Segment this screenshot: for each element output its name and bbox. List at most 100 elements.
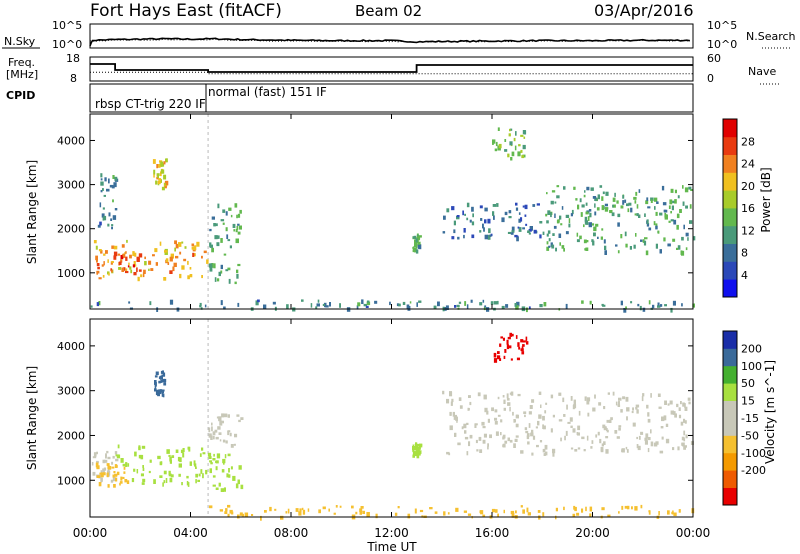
power-cell [123, 267, 126, 271]
velocity-cell [417, 443, 420, 447]
power-cell [129, 266, 132, 270]
velocity-cell [569, 417, 573, 422]
power-cell [617, 222, 620, 227]
velocity-cell [123, 466, 126, 470]
power-cell [556, 195, 560, 199]
velocity-cell [287, 508, 290, 514]
power-cell [237, 302, 240, 307]
power-cell [647, 206, 651, 209]
velocity-cell [502, 434, 506, 439]
velocity-cell [506, 398, 510, 401]
velocity-cell [563, 506, 565, 511]
time-tick-label: 16:00 [475, 526, 510, 540]
velocity-cell [412, 448, 415, 453]
velocity-cell [572, 428, 576, 433]
power-cell [565, 214, 570, 218]
power-cell [471, 221, 475, 226]
velocity-cell [161, 392, 164, 397]
velocity-cell [114, 451, 118, 455]
power-cell [189, 274, 193, 278]
velocity-cell [140, 454, 144, 460]
power-cell [103, 253, 106, 256]
power-cell [96, 256, 98, 262]
power-cell [157, 164, 161, 168]
power-cell [124, 251, 126, 255]
velocity-cell [195, 466, 197, 469]
velocity-cell [264, 510, 267, 513]
power-cell [233, 229, 235, 232]
power-cell [583, 239, 587, 244]
velocity-cell [443, 511, 446, 516]
power-cell [654, 206, 656, 210]
velocity-cell [94, 452, 97, 456]
power-cell [563, 248, 565, 252]
power-cell [501, 305, 505, 310]
power-cell [671, 205, 674, 211]
velocity-colorbar-label: Velocity [m s^-1] [763, 360, 777, 464]
velocity-cell [624, 505, 628, 509]
power-cell [111, 270, 113, 273]
velocity-cell [574, 449, 578, 452]
power-cell [655, 225, 658, 230]
power-cell [560, 223, 563, 226]
power-cell [510, 157, 513, 161]
power-cell [561, 206, 564, 210]
velocity-cell [463, 510, 467, 513]
velocity-cell [301, 507, 304, 511]
velocity-ytick-label: 3000 [57, 385, 85, 398]
velocity-cell [322, 506, 326, 510]
power-cell [548, 238, 551, 242]
power-cell [157, 175, 159, 178]
power-cell [412, 236, 416, 239]
noise-left-tick-bottom: 10^0 [52, 38, 82, 51]
power-cell [206, 259, 209, 264]
power-cell [315, 306, 318, 310]
velocity-cell [212, 431, 216, 436]
power-cell [112, 199, 114, 203]
power-cell [532, 204, 536, 207]
velocity-cell [510, 358, 513, 361]
power-cell [505, 304, 509, 308]
power-cell [129, 254, 132, 259]
velocity-cell [239, 512, 243, 516]
power-cell [163, 277, 167, 281]
power-cell [625, 306, 627, 309]
power-cell [209, 244, 213, 248]
velocity-cell [211, 422, 213, 426]
power-cell [604, 245, 607, 250]
velocity-cell [467, 408, 470, 411]
power-cell [466, 217, 469, 221]
velocity-cell [429, 507, 433, 510]
velocity-cell [682, 402, 685, 407]
velocity-cell [240, 417, 244, 420]
velocity-cell [418, 443, 423, 447]
power-cell [101, 213, 105, 218]
velocity-cell [618, 427, 621, 431]
power-cell [484, 305, 487, 308]
power-cell [517, 151, 521, 157]
velocity-cell [650, 393, 652, 398]
power-cell [683, 224, 685, 230]
power-cell [681, 250, 685, 256]
velocity-cell [111, 461, 114, 465]
power-cell [528, 306, 531, 309]
velocity-cell [497, 414, 501, 417]
velocity-cell [503, 407, 506, 411]
power-colorbar-swatch [723, 261, 737, 280]
velocity-cell [631, 506, 633, 510]
power-cell [356, 305, 359, 310]
power-cell [412, 249, 416, 253]
velocity-cell [529, 405, 533, 409]
power-colorbar-tick: 20 [741, 180, 755, 193]
power-cell [490, 233, 493, 237]
power-cell [508, 216, 512, 219]
velocity-cell [515, 335, 518, 339]
power-cell [492, 204, 496, 207]
power-cell [236, 269, 239, 274]
power-cell [576, 232, 579, 237]
power-cell [484, 234, 488, 240]
velocity-cell [531, 399, 535, 403]
power-cell [511, 151, 515, 157]
power-cell [174, 247, 176, 252]
power-cell [661, 185, 665, 191]
